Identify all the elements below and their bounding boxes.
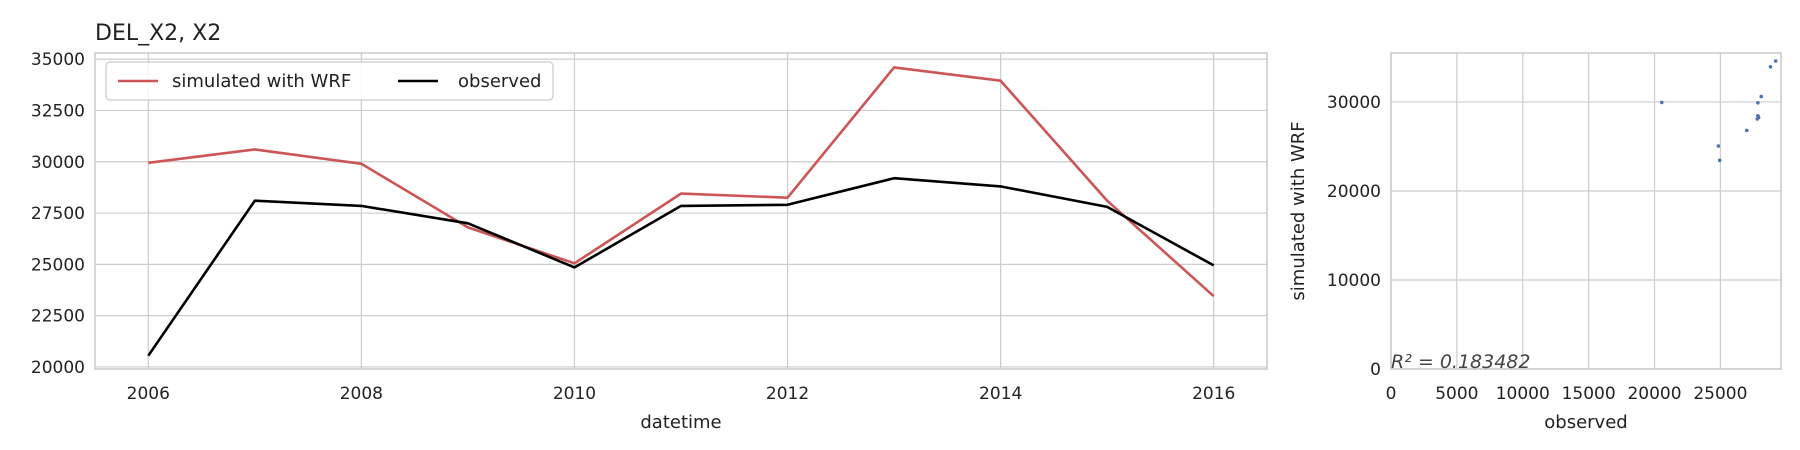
scatter-chart-x-ticks: 0 5000 10000 15000 20000 25000 (1386, 384, 1748, 404)
y-tick-label: 20000 (31, 358, 85, 378)
scatter-chart-frame (1390, 52, 1782, 370)
series-line-observed (147, 176, 1215, 357)
y-tick-label: 27500 (31, 204, 85, 224)
legend-box (105, 61, 554, 101)
x-tick-label: 5000 (1435, 384, 1478, 404)
scatter-chart-y-axis-label: simulated with WRF (1288, 121, 1309, 300)
x-tick-label: 10000 (1496, 384, 1550, 404)
line-chart-series (147, 66, 1215, 357)
scatter-chart-gridlines (1390, 53, 1781, 370)
line-chart-x-ticks: 2006 2008 2010 2012 2014 2016 (127, 384, 1236, 404)
x-tick-label: 2012 (766, 384, 809, 404)
x-tick-label: 2006 (127, 384, 170, 404)
legend-label-simulated: simulated with WRF (172, 71, 351, 92)
line-chart-x-axis-label: datetime (640, 412, 721, 433)
series-line-simulated (148, 66, 1215, 298)
y-tick-label: 30000 (31, 153, 85, 173)
y-tick-label: 25000 (31, 255, 85, 275)
scatter-chart-points (1660, 59, 1778, 163)
x-tick-label: 20000 (1627, 384, 1681, 404)
scatter-point (1717, 158, 1722, 163)
scatter-chart-x-axis-label: observed (1544, 412, 1627, 433)
scatter-point (1716, 144, 1721, 148)
r-squared-annotation: R² = 0.183482 (1391, 351, 1530, 373)
scatter-point (1768, 65, 1773, 69)
legend: simulated with WRF observed (105, 61, 554, 101)
x-tick-label: 25000 (1693, 384, 1747, 404)
line-chart-y-ticks: 20000 22500 25000 27500 30000 32500 35000 (31, 50, 85, 378)
y-tick-label: 32500 (31, 101, 85, 121)
x-tick-label: 2016 (1192, 384, 1235, 404)
x-tick-label: 0 (1386, 384, 1397, 404)
x-tick-label: 2014 (979, 384, 1022, 404)
y-tick-label: 22500 (31, 307, 85, 327)
chart-title: DEL_X2, X2 (95, 21, 221, 46)
scatter-point (1759, 94, 1763, 99)
legend-label-observed: observed (458, 71, 541, 92)
scatter-point (1755, 117, 1760, 121)
x-tick-label: 15000 (1562, 384, 1616, 404)
scatter-point (1773, 59, 1778, 63)
y-tick-label: 20000 (1327, 182, 1381, 202)
line-chart-frame (94, 52, 1268, 370)
scatter-point (1756, 101, 1760, 105)
x-tick-label: 2008 (340, 384, 383, 404)
y-tick-label: 35000 (31, 50, 85, 70)
y-tick-label: 10000 (1327, 271, 1381, 291)
line-chart: DEL_X2, X2 20000 22500 25000 27500 30000 3250… (31, 21, 1268, 433)
scatter-chart-y-ticks: 0 10000 20000 30000 (1327, 93, 1381, 380)
scatter-point (1744, 128, 1749, 133)
line-chart-gridlines (95, 53, 1267, 369)
x-tick-label: 2010 (553, 384, 596, 404)
scatter-point (1660, 100, 1664, 105)
y-tick-label: 30000 (1327, 93, 1381, 113)
scatter-chart: 0 10000 20000 30000 0 5000 10000 15000 20000 250… (1288, 52, 1782, 433)
y-tick-label: 0 (1370, 360, 1381, 380)
